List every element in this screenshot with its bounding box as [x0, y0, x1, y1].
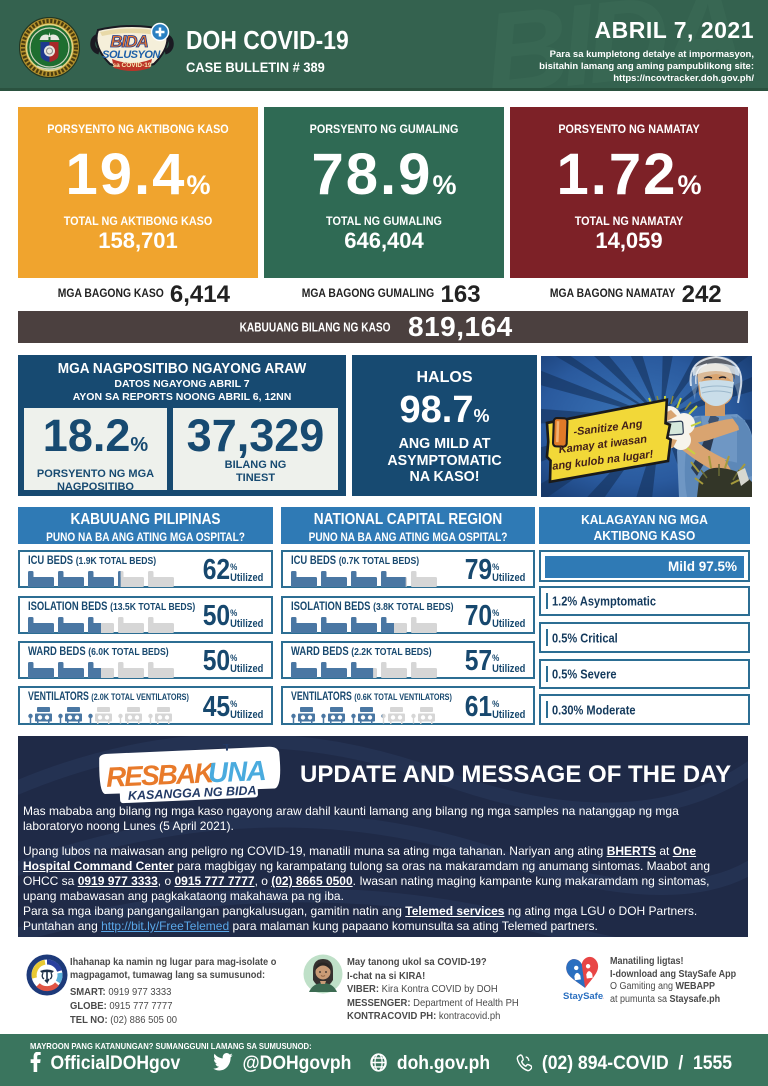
- svg-text:sa COVID-19: sa COVID-19: [112, 62, 151, 69]
- svg-text:StaySafe.: StaySafe.: [563, 991, 604, 1001]
- svg-text:BIDA: BIDA: [110, 32, 148, 51]
- svg-text:KASANGGA NG BIDA: KASANGGA NG BIDA: [128, 783, 257, 803]
- svg-text:SOLUSYON: SOLUSYON: [102, 49, 161, 61]
